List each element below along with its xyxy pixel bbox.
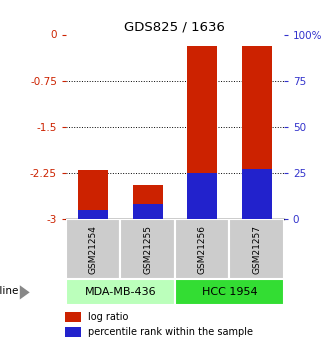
Bar [78, 170, 108, 219]
Text: GSM21256: GSM21256 [198, 225, 207, 274]
Bar [133, 204, 163, 219]
Text: cell line: cell line [0, 286, 18, 296]
Text: GSM21254: GSM21254 [89, 225, 98, 274]
Text: GSM21255: GSM21255 [143, 225, 152, 274]
FancyArrow shape [20, 285, 30, 299]
Bar [133, 185, 163, 219]
Title: GDS825 / 1636: GDS825 / 1636 [124, 20, 225, 33]
Text: MDA-MB-436: MDA-MB-436 [84, 287, 156, 297]
Bar [78, 210, 108, 219]
Text: HCC 1954: HCC 1954 [202, 287, 257, 297]
Text: log ratio: log ratio [88, 312, 129, 322]
Bar [187, 46, 217, 219]
Text: GSM21257: GSM21257 [252, 225, 261, 274]
Bar [65, 327, 81, 337]
Text: percentile rank within the sample: percentile rank within the sample [88, 327, 253, 337]
Bar [242, 46, 272, 219]
Bar [242, 169, 272, 219]
Bar [66, 219, 120, 279]
Bar [175, 219, 229, 279]
Bar [65, 312, 81, 322]
Bar [187, 173, 217, 219]
Bar [66, 279, 175, 305]
Bar [229, 219, 284, 279]
Bar [120, 219, 175, 279]
Bar [175, 279, 284, 305]
